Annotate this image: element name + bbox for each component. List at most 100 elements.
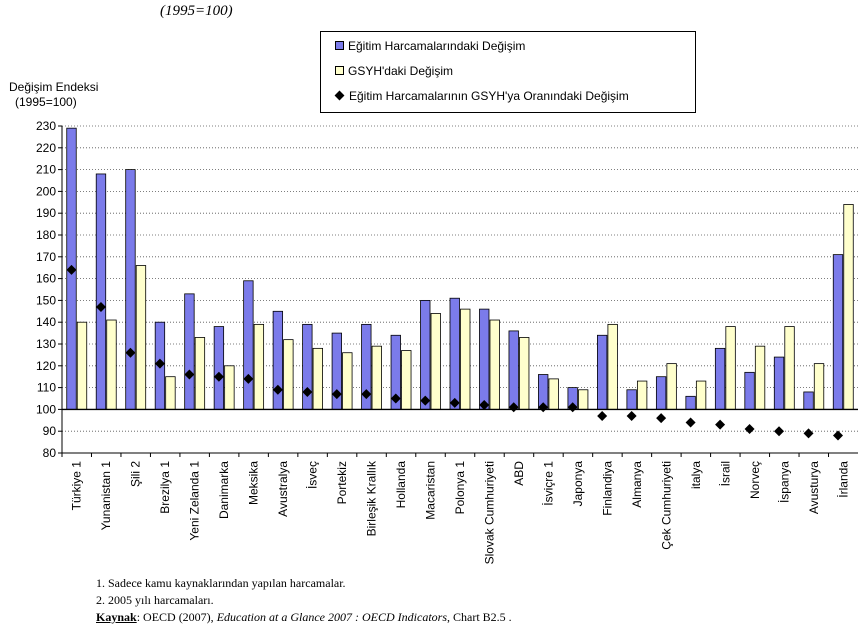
note-2: 2. 2005 yılı harcamaları. [96, 593, 214, 607]
x-tick-label: İsviçre 1 [541, 461, 555, 506]
x-tick-label: Polonya 1 [453, 461, 467, 515]
bar-education-spending [184, 293, 195, 410]
marker-ratio [715, 419, 726, 430]
bar-gdp [224, 365, 235, 410]
y-tick-label: 230 [36, 119, 56, 133]
marker-ratio [125, 347, 136, 358]
bar-gdp [843, 204, 854, 410]
legend-swatch-yellow [335, 66, 344, 75]
bar-gdp [519, 337, 530, 410]
source-prefix: : OECD (2007), [136, 610, 217, 624]
chart-subtitle: (1995=100) [160, 3, 233, 19]
y-tick-label: 180 [36, 228, 56, 242]
marker-ratio [184, 369, 195, 380]
source-line: Kaynak: OECD (2007), Education at a Glan… [96, 609, 512, 626]
chart-notes: 1. Sadece kamu kaynaklarından yapılan ha… [96, 575, 512, 626]
bar-gdp [342, 352, 353, 410]
x-tick-label: Portekiz [335, 461, 349, 504]
bar-gdp [165, 376, 176, 410]
bar-education-spending [744, 371, 755, 410]
legend-item-gdp: GSYH'daki Değişim [335, 64, 453, 78]
bar-education-spending [626, 389, 637, 410]
bar-gdp [754, 345, 766, 410]
bar-gdp [695, 380, 707, 410]
marker-ratio [685, 417, 696, 428]
bar-gdp [371, 345, 382, 410]
x-tick-label: İsveç [306, 461, 320, 489]
chart-legend: Eğitim Harcamalarındaki Değişim GSYH'dak… [320, 31, 696, 113]
x-tick-label: Norveç [748, 461, 762, 499]
bar-education-spending [803, 391, 814, 410]
legend-swatch-blue [335, 41, 344, 50]
bar-gdp [813, 363, 825, 410]
marker-ratio [656, 413, 667, 424]
x-tick-label: Meksika [247, 461, 261, 505]
bar-education-spending [95, 173, 107, 410]
x-tick-label: İsrail [718, 461, 732, 486]
legend-item-education-spending: Eğitim Harcamalarındaki Değişim [335, 39, 525, 53]
y-tick-label: 150 [36, 293, 56, 307]
marker-ratio [479, 400, 490, 411]
y-tick-label: 210 [36, 163, 56, 177]
y-axis-title-line1: Değişim Endeksi [9, 80, 99, 94]
bar-education-spending [655, 376, 667, 410]
x-tick-label: Danimarka [217, 461, 231, 519]
bar-gdp [784, 326, 795, 410]
bar-gdp [548, 378, 559, 410]
bar-education-spending [213, 326, 225, 410]
bar-gdp [725, 326, 736, 410]
bar-gdp [489, 319, 500, 410]
marker-ratio [744, 424, 755, 435]
bar-education-spending [773, 356, 785, 410]
x-tick-label: Şili 2 [129, 461, 143, 487]
x-tick-label: Yeni Zelanda 1 [188, 461, 202, 541]
x-tick-label: ABD [512, 461, 526, 486]
y-tick-label: 120 [36, 359, 56, 373]
x-tick-label: Yunanistan 1 [99, 461, 113, 531]
bar-education-spending [597, 334, 608, 410]
bar-gdp [460, 308, 471, 410]
x-tick-label: Macaristan [424, 461, 438, 520]
y-tick-label: 200 [36, 184, 56, 198]
source-label: Kaynak [96, 610, 137, 624]
marker-ratio [213, 371, 224, 382]
bar-education-spending [449, 297, 460, 410]
marker-ratio [449, 397, 460, 408]
bar-gdp [636, 380, 648, 410]
marker-ratio [272, 384, 283, 395]
bar-education-spending [832, 254, 844, 410]
x-tick-label: Çek Cumhuriyeti [659, 461, 673, 550]
bar-education-spending [125, 169, 136, 410]
bar-gdp [253, 323, 265, 410]
bar-gdp [430, 313, 441, 410]
y-tick-label: 100 [36, 402, 56, 416]
bar-gdp [135, 265, 147, 410]
bar-gdp [194, 337, 206, 410]
legend-label: GSYH'daki Değişim [348, 64, 453, 78]
bar-education-spending [714, 347, 726, 410]
x-tick-label: Avustralya [276, 461, 290, 517]
marker-ratio [302, 386, 313, 397]
bar-education-spending [243, 280, 254, 410]
marker-ratio [803, 428, 814, 439]
bar-gdp [312, 347, 323, 410]
x-tick-label: Japonya [571, 461, 585, 507]
x-tick-label: Hollanda [394, 461, 408, 509]
bar-gdp [607, 323, 618, 410]
x-tick-label: Slovak Cumhuriyeti [482, 461, 496, 564]
bar-gdp [76, 321, 88, 410]
legend-label: Eğitim Harcamalarındaki Değişim [348, 39, 526, 53]
bar-education-spending [479, 308, 490, 410]
marker-ratio [833, 430, 844, 441]
bar-gdp [578, 389, 589, 410]
bar-education-spending [508, 330, 519, 410]
bar-gdp [283, 339, 294, 410]
bar-gdp [666, 363, 677, 410]
y-axis-title-line2: (1995=100) [15, 95, 77, 109]
x-tick-label: Brezilya 1 [158, 461, 172, 514]
marker-ratio [420, 395, 431, 406]
y-tick-label: 110 [37, 381, 56, 395]
bar-gdp [106, 319, 117, 410]
bar-chart: 80 90 100 110 120 130 140 150 160 170 180 190 200 210… [36, 119, 858, 564]
marker-ratio [66, 264, 77, 275]
